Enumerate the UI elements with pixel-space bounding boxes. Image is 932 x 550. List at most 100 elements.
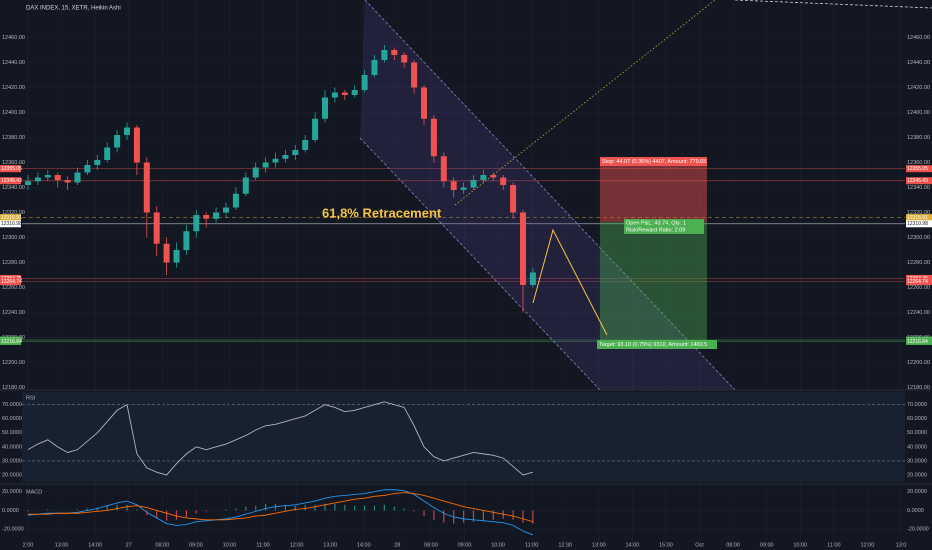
candle-body (490, 175, 497, 178)
rsi-tick-label: 50.0000 (907, 430, 927, 436)
candle-body (361, 75, 368, 90)
price-label-box (0, 165, 21, 173)
x-tick-label: 13:00 (592, 542, 606, 548)
macd-histogram-bar (274, 503, 277, 511)
channel-top (364, 0, 736, 391)
y-tick-label: 12380.00 (2, 135, 25, 141)
y-tick-label: 12420.00 (2, 85, 25, 91)
x-tick-label: 12:00 (861, 542, 875, 548)
x-tick-label: 14:00 (626, 542, 640, 548)
macd-histogram-bar (393, 506, 395, 511)
y-tick-label: 12180.00 (907, 385, 930, 391)
y-tick-label: 12260.00 (907, 285, 930, 291)
y-tick-label: 12400.00 (2, 110, 25, 116)
macd-tick-label: -20.0000 (907, 527, 929, 533)
macd-histogram-bar (512, 510, 514, 520)
y-tick-label: 12300.00 (907, 235, 930, 241)
candle-body (262, 162, 269, 168)
x-tick-label: 11:00 (827, 542, 840, 548)
candle-body (242, 177, 249, 194)
y-tick-label: 12260.00 (2, 285, 25, 291)
y-tick-label: 12280.00 (907, 260, 930, 266)
macd-histogram-bar (76, 509, 79, 511)
channel-bottom (359, 137, 601, 391)
macd-tick-label: 0.0000 (2, 508, 19, 514)
pnl-label: Open P&L: 43.74, Qty: 1 (626, 220, 686, 226)
x-tick-label: 13:00 (55, 542, 69, 548)
candle-body (252, 167, 259, 178)
price-label: 12264.74 (1, 279, 22, 285)
macd-histogram-bar (413, 510, 415, 512)
macd-histogram-bar (96, 507, 98, 511)
y-tick-label: 12320.00 (2, 210, 25, 216)
candle-body (411, 62, 418, 88)
price-label: 12310.98 (1, 221, 22, 227)
candle-body (133, 127, 140, 163)
rsi-title: RSI (26, 395, 36, 401)
macd-histogram-bar (205, 510, 207, 512)
x-tick-label: 11:00 (525, 542, 538, 548)
x-tick-label: 09:00 (189, 542, 203, 548)
macd-tick-label: 20.0000 (2, 489, 22, 495)
candle-body (500, 177, 507, 185)
candle-body (292, 150, 299, 155)
macd-tick-label: 0.0000 (907, 508, 924, 514)
macd-histogram-bar (383, 504, 385, 511)
macd-histogram-bar (116, 504, 118, 511)
x-tick-label: 10:00 (793, 542, 807, 548)
rsi-tick-label: 20.0000 (907, 472, 927, 478)
price-label-box (0, 214, 21, 222)
x-tick-label: 15:00 (659, 542, 673, 548)
rsi-tick-label: 30.0000 (907, 458, 927, 464)
candle-body (114, 135, 121, 148)
pnl-box (624, 219, 704, 234)
macd-histogram-bar (185, 510, 187, 517)
rsi-tick-label: 20.0000 (2, 472, 22, 478)
y-tick-label: 12360.00 (2, 160, 25, 166)
y-tick-label: 12240.00 (2, 310, 25, 316)
rsi-line (27, 401, 534, 476)
macd-histogram-bar (354, 505, 356, 511)
candle-body (430, 118, 437, 157)
x-tick-label: 2:00 (23, 542, 34, 548)
x-tick-label: 14:00 (88, 542, 102, 548)
candle-body (460, 187, 467, 190)
macd-histogram-bar (175, 510, 178, 520)
candle-body (510, 185, 517, 213)
price-label: 12315.91 (907, 215, 928, 221)
rsi-tick-label: 40.0000 (2, 444, 22, 450)
y-tick-label: 12300.00 (2, 235, 25, 241)
x-tick-label: 11:00 (256, 542, 269, 548)
x-tick-label: 27 (126, 542, 132, 548)
macd-histogram-bar (403, 508, 405, 511)
x-tick-label: Oct (695, 542, 704, 548)
macd-histogram-bar (265, 503, 267, 511)
y-tick-label: 12240.00 (907, 310, 930, 316)
target-label: Target: 93.10 (0.75%) 9310, Amount: 1460… (599, 342, 707, 348)
candle-body (302, 140, 309, 150)
rsi-tick-label: 60.0000 (907, 416, 927, 422)
x-tick-label: 14:00 (357, 542, 371, 548)
candle-body (203, 215, 210, 219)
x-tick-label: 10:00 (223, 542, 237, 548)
candle-body (173, 250, 180, 263)
x-tick-label: 12:00 (290, 542, 304, 548)
macd-histogram-bar (47, 509, 49, 511)
price-label: 12264.74 (907, 279, 928, 285)
macd-histogram-bar (463, 510, 465, 523)
y-tick-label: 12340.00 (2, 185, 25, 191)
candle-body (450, 181, 457, 190)
macd-histogram-bar (334, 503, 336, 511)
candle-body (381, 50, 388, 60)
candle-body (54, 175, 61, 180)
macd-histogram-bar (225, 509, 227, 511)
macd-title: MACD (26, 489, 42, 495)
candle-body (163, 243, 170, 263)
macd-histogram-bar (126, 504, 128, 511)
macd-histogram-bar (86, 508, 88, 511)
macd-histogram-bar (364, 505, 366, 511)
macd-histogram-bar (304, 504, 306, 511)
price-label-box (906, 177, 932, 185)
y-tick-label: 12200.00 (907, 360, 930, 366)
